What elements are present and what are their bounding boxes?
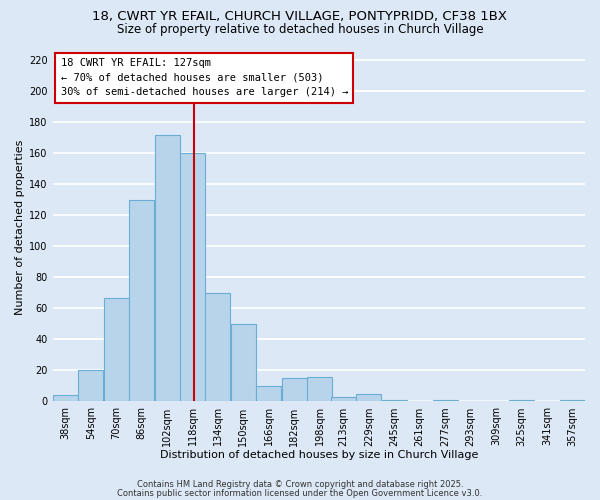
- Bar: [155, 134, 179, 402]
- X-axis label: Distribution of detached houses by size in Church Village: Distribution of detached houses by size …: [160, 450, 478, 460]
- Bar: [205, 293, 230, 402]
- Text: Size of property relative to detached houses in Church Village: Size of property relative to detached ho…: [116, 22, 484, 36]
- Text: Contains public sector information licensed under the Open Government Licence v3: Contains public sector information licen…: [118, 488, 482, 498]
- Bar: [433, 400, 458, 402]
- Bar: [509, 400, 534, 402]
- Text: 18 CWRT YR EFAIL: 127sqm
← 70% of detached houses are smaller (503)
30% of semi-: 18 CWRT YR EFAIL: 127sqm ← 70% of detach…: [61, 58, 348, 98]
- Bar: [256, 386, 281, 402]
- Bar: [180, 154, 205, 402]
- Bar: [231, 324, 256, 402]
- Y-axis label: Number of detached properties: Number of detached properties: [15, 140, 25, 314]
- Bar: [129, 200, 154, 402]
- Bar: [282, 378, 307, 402]
- Bar: [382, 400, 407, 402]
- Bar: [560, 400, 585, 402]
- Bar: [79, 370, 103, 402]
- Bar: [53, 396, 78, 402]
- Bar: [356, 394, 382, 402]
- Text: 18, CWRT YR EFAIL, CHURCH VILLAGE, PONTYPRIDD, CF38 1BX: 18, CWRT YR EFAIL, CHURCH VILLAGE, PONTY…: [92, 10, 508, 23]
- Bar: [331, 397, 356, 402]
- Bar: [307, 376, 332, 402]
- Text: Contains HM Land Registry data © Crown copyright and database right 2025.: Contains HM Land Registry data © Crown c…: [137, 480, 463, 489]
- Bar: [104, 298, 128, 402]
